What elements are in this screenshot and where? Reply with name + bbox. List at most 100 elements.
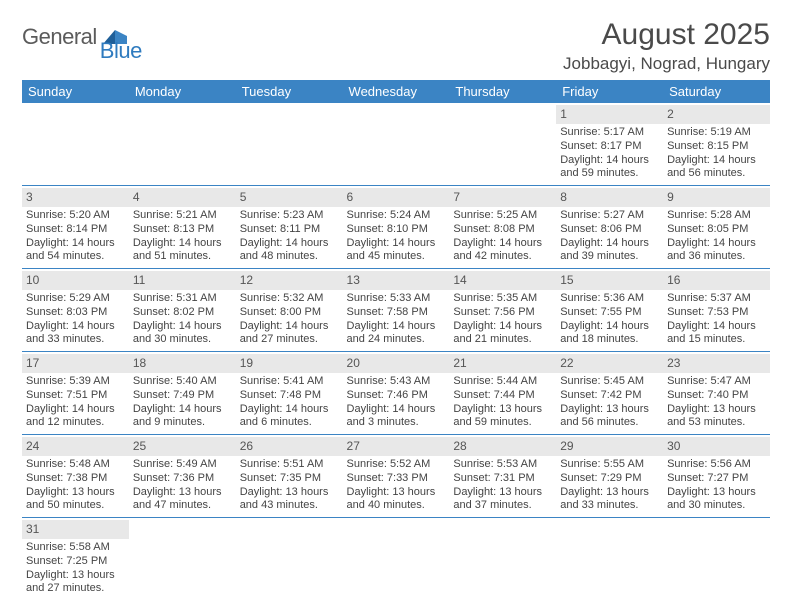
daylight-line: Daylight: 13 hours and 30 minutes.	[667, 486, 766, 514]
header: General Blue August 2025 Jobbagyi, Nogra…	[22, 18, 770, 74]
sunset-line: Sunset: 7:36 PM	[133, 472, 232, 486]
daylight-line: Daylight: 13 hours and 50 minutes.	[26, 486, 125, 514]
logo: General Blue	[22, 24, 172, 50]
day-cell: 28Sunrise: 5:53 AMSunset: 7:31 PMDayligh…	[449, 435, 556, 518]
sunrise-line: Sunrise: 5:49 AM	[133, 458, 232, 472]
logo-text-general: General	[22, 24, 97, 50]
sunrise-line: Sunrise: 5:31 AM	[133, 292, 232, 306]
day-cell: 22Sunrise: 5:45 AMSunset: 7:42 PMDayligh…	[556, 352, 663, 435]
daylight-line: Daylight: 14 hours and 59 minutes.	[560, 154, 659, 182]
sunrise-line: Sunrise: 5:28 AM	[667, 209, 766, 223]
sunset-line: Sunset: 7:25 PM	[26, 555, 125, 569]
day-cell: 3Sunrise: 5:20 AMSunset: 8:14 PMDaylight…	[22, 186, 129, 269]
daylight-line: Daylight: 14 hours and 54 minutes.	[26, 237, 125, 265]
day-number: 31	[22, 520, 129, 539]
day-number: 16	[663, 271, 770, 290]
sunset-line: Sunset: 8:03 PM	[26, 306, 125, 320]
sunset-line: Sunset: 7:56 PM	[453, 306, 552, 320]
title-block: August 2025 Jobbagyi, Nograd, Hungary	[563, 18, 770, 74]
calendar-row: 10Sunrise: 5:29 AMSunset: 8:03 PMDayligh…	[22, 269, 770, 352]
sunset-line: Sunset: 8:13 PM	[133, 223, 232, 237]
sunset-line: Sunset: 8:15 PM	[667, 140, 766, 154]
sunrise-line: Sunrise: 5:58 AM	[26, 541, 125, 555]
weekday-friday: Friday	[556, 80, 663, 103]
day-cell: 20Sunrise: 5:43 AMSunset: 7:46 PMDayligh…	[343, 352, 450, 435]
calendar-body: 1Sunrise: 5:17 AMSunset: 8:17 PMDaylight…	[22, 103, 770, 600]
day-number: 7	[449, 188, 556, 207]
day-number: 15	[556, 271, 663, 290]
day-number: 13	[343, 271, 450, 290]
weekday-monday: Monday	[129, 80, 236, 103]
day-cell: 7Sunrise: 5:25 AMSunset: 8:08 PMDaylight…	[449, 186, 556, 269]
sunrise-line: Sunrise: 5:17 AM	[560, 126, 659, 140]
sunset-line: Sunset: 7:44 PM	[453, 389, 552, 403]
day-number: 30	[663, 437, 770, 456]
daylight-line: Daylight: 14 hours and 24 minutes.	[347, 320, 446, 348]
day-cell: 10Sunrise: 5:29 AMSunset: 8:03 PMDayligh…	[22, 269, 129, 352]
sunrise-line: Sunrise: 5:41 AM	[240, 375, 339, 389]
sunset-line: Sunset: 7:31 PM	[453, 472, 552, 486]
sunset-line: Sunset: 8:11 PM	[240, 223, 339, 237]
calendar-row: 1 Sunrise: 5:17 AMSunset: 8:17 PMDaylight…	[22, 103, 770, 186]
sunrise-line: Sunrise: 5:33 AM	[347, 292, 446, 306]
day-cell: 31 Sunrise: 5:58 AMSunset: 7:25 PMDayligh…	[22, 518, 129, 601]
calendar-row: 31 Sunrise: 5:58 AMSunset: 7:25 PMDayligh…	[22, 518, 770, 601]
day-cell	[236, 518, 343, 601]
daylight-line: Daylight: 14 hours and 15 minutes.	[667, 320, 766, 348]
sunrise-line: Sunrise: 5:53 AM	[453, 458, 552, 472]
calendar-table: Sunday Monday Tuesday Wednesday Thursday…	[22, 80, 770, 600]
sunset-line: Sunset: 7:53 PM	[667, 306, 766, 320]
daylight-line: Daylight: 14 hours and 42 minutes.	[453, 237, 552, 265]
day-cell	[22, 103, 129, 186]
sunset-line: Sunset: 7:35 PM	[240, 472, 339, 486]
sunrise-line: Sunrise: 5:51 AM	[240, 458, 339, 472]
daylight-line: Daylight: 13 hours and 59 minutes.	[453, 403, 552, 431]
day-cell: 17Sunrise: 5:39 AMSunset: 7:51 PMDayligh…	[22, 352, 129, 435]
weekday-thursday: Thursday	[449, 80, 556, 103]
sunset-line: Sunset: 7:46 PM	[347, 389, 446, 403]
day-number: 2	[663, 105, 770, 124]
sunrise-line: Sunrise: 5:43 AM	[347, 375, 446, 389]
sunset-line: Sunset: 8:05 PM	[667, 223, 766, 237]
day-cell	[449, 518, 556, 601]
sunset-line: Sunset: 8:08 PM	[453, 223, 552, 237]
daylight-line: Daylight: 14 hours and 36 minutes.	[667, 237, 766, 265]
day-number: 21	[449, 354, 556, 373]
day-number: 1	[556, 105, 663, 124]
daylight-line: Daylight: 14 hours and 6 minutes.	[240, 403, 339, 431]
day-cell: 16Sunrise: 5:37 AMSunset: 7:53 PMDayligh…	[663, 269, 770, 352]
sunset-line: Sunset: 8:10 PM	[347, 223, 446, 237]
day-cell	[343, 518, 450, 601]
day-number: 6	[343, 188, 450, 207]
sunset-line: Sunset: 8:02 PM	[133, 306, 232, 320]
day-cell: 24Sunrise: 5:48 AMSunset: 7:38 PMDayligh…	[22, 435, 129, 518]
day-cell: 13Sunrise: 5:33 AMSunset: 7:58 PMDayligh…	[343, 269, 450, 352]
day-number: 24	[22, 437, 129, 456]
daylight-line: Daylight: 13 hours and 27 minutes.	[26, 569, 125, 597]
day-cell: 14Sunrise: 5:35 AMSunset: 7:56 PMDayligh…	[449, 269, 556, 352]
sunrise-line: Sunrise: 5:44 AM	[453, 375, 552, 389]
day-number: 19	[236, 354, 343, 373]
daylight-line: Daylight: 14 hours and 27 minutes.	[240, 320, 339, 348]
day-number: 17	[22, 354, 129, 373]
sunrise-line: Sunrise: 5:23 AM	[240, 209, 339, 223]
sunrise-line: Sunrise: 5:39 AM	[26, 375, 125, 389]
day-cell: 9Sunrise: 5:28 AMSunset: 8:05 PMDaylight…	[663, 186, 770, 269]
sunset-line: Sunset: 7:49 PM	[133, 389, 232, 403]
daylight-line: Daylight: 13 hours and 56 minutes.	[560, 403, 659, 431]
day-cell	[663, 518, 770, 601]
day-number: 18	[129, 354, 236, 373]
day-cell: 6Sunrise: 5:24 AMSunset: 8:10 PMDaylight…	[343, 186, 450, 269]
weekday-sunday: Sunday	[22, 80, 129, 103]
sunrise-line: Sunrise: 5:56 AM	[667, 458, 766, 472]
sunset-line: Sunset: 7:29 PM	[560, 472, 659, 486]
sunrise-line: Sunrise: 5:36 AM	[560, 292, 659, 306]
sunrise-line: Sunrise: 5:45 AM	[560, 375, 659, 389]
day-cell: 19Sunrise: 5:41 AMSunset: 7:48 PMDayligh…	[236, 352, 343, 435]
day-number: 10	[22, 271, 129, 290]
sunset-line: Sunset: 8:17 PM	[560, 140, 659, 154]
day-number: 29	[556, 437, 663, 456]
daylight-line: Daylight: 13 hours and 43 minutes.	[240, 486, 339, 514]
day-cell	[556, 518, 663, 601]
day-cell: 21 Sunrise: 5:44 AMSunset: 7:44 PMDayligh…	[449, 352, 556, 435]
